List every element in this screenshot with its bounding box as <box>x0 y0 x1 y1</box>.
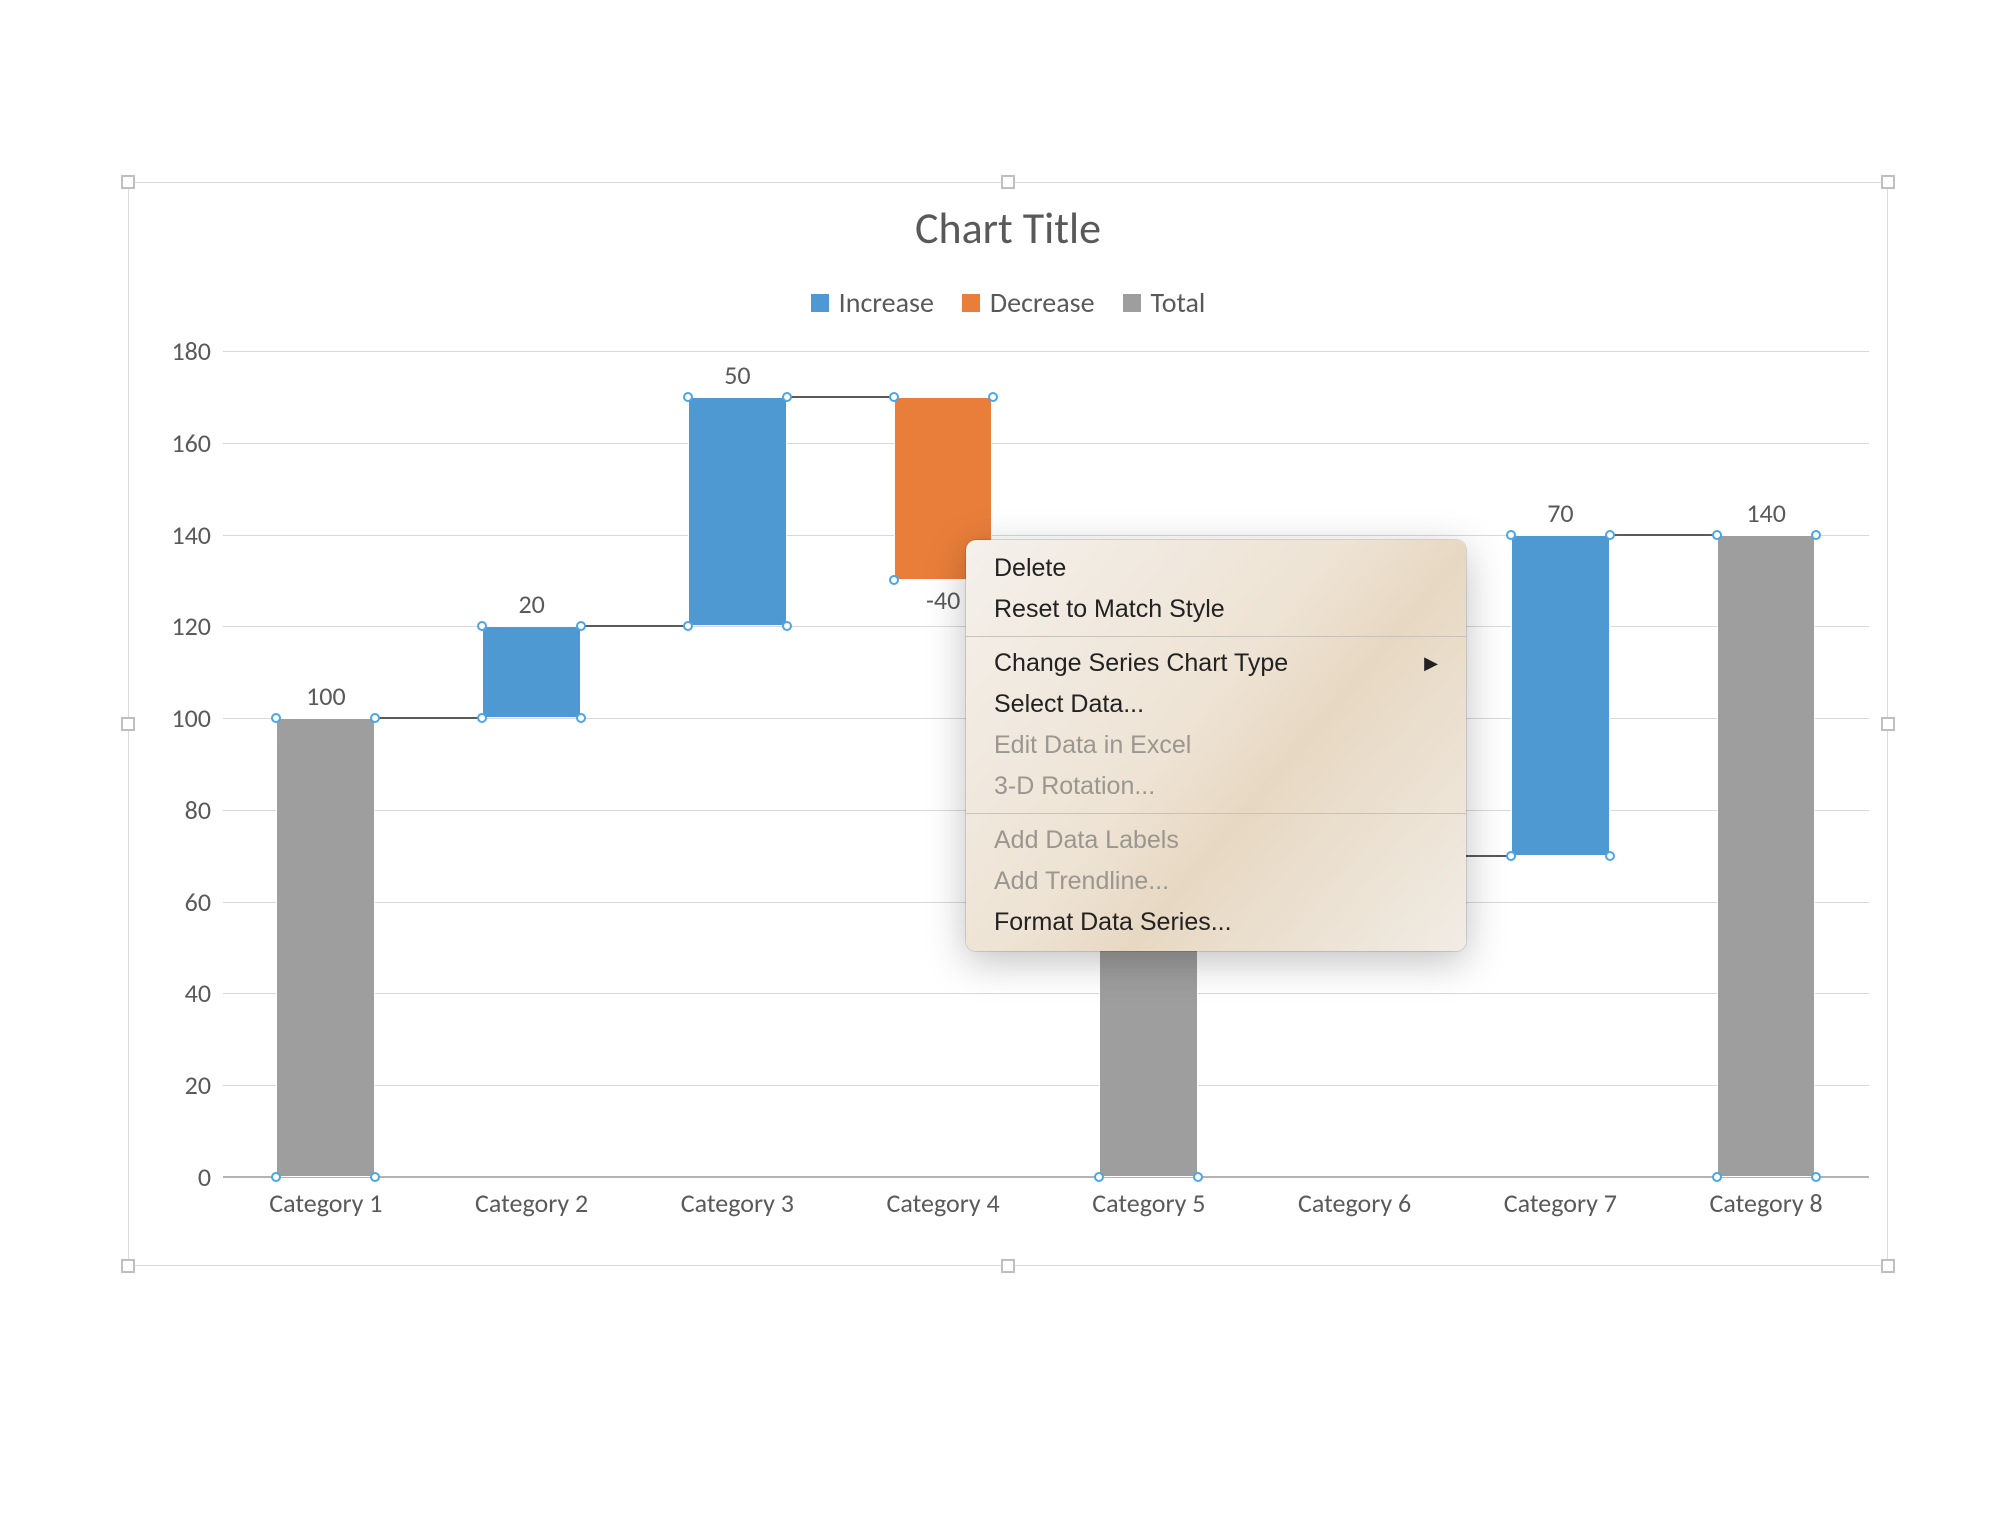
menu-separator <box>966 636 1466 637</box>
selection-marker <box>683 621 693 631</box>
legend-item[interactable]: Total <box>1123 285 1206 320</box>
category-label: Category 4 <box>887 1177 1000 1219</box>
selection-marker <box>683 392 693 402</box>
connector-line <box>375 717 482 719</box>
waterfall-bar[interactable] <box>1717 535 1816 1177</box>
menu-item-label: Format Data Series... <box>994 908 1232 937</box>
data-label[interactable]: 100 <box>306 680 346 712</box>
category-label: Category 5 <box>1092 1177 1205 1219</box>
y-axis-label: 60 <box>185 886 223 918</box>
selection-marker <box>782 621 792 631</box>
y-axis-label: 40 <box>185 977 223 1009</box>
menu-item[interactable]: Change Series Chart Type ▶ <box>966 643 1466 684</box>
data-label[interactable]: -40 <box>926 584 960 616</box>
y-axis-label: 100 <box>171 702 223 734</box>
selection-marker <box>1506 851 1516 861</box>
context-menu[interactable]: Delete Reset to Match Style Change Series … <box>966 540 1466 951</box>
selection-marker <box>477 621 487 631</box>
data-label[interactable]: 140 <box>1746 497 1786 529</box>
chart-title[interactable]: Chart Title <box>129 201 1887 255</box>
menu-item-label: Edit Data in Excel <box>994 731 1191 760</box>
chart-legend[interactable]: Increase Decrease Total <box>129 285 1887 320</box>
menu-item-label: Delete <box>994 554 1066 583</box>
resize-handle[interactable] <box>1881 175 1895 189</box>
selection-marker <box>1605 530 1615 540</box>
selection-marker <box>576 713 586 723</box>
menu-item-label: Change Series Chart Type <box>994 649 1288 678</box>
resize-handle[interactable] <box>1001 175 1015 189</box>
x-axis-line <box>223 1176 1869 1178</box>
resize-handle[interactable] <box>1881 1259 1895 1273</box>
legend-label: Decrease <box>990 285 1095 320</box>
canvas: Chart Title Increase Decrease Total 0 20 40 6… <box>0 0 2016 1516</box>
gridline <box>223 993 1869 994</box>
selection-marker <box>1506 530 1516 540</box>
selection-marker <box>576 621 586 631</box>
y-axis-label: 0 <box>198 1161 223 1193</box>
resize-handle[interactable] <box>121 1259 135 1273</box>
menu-item-label: Add Trendline... <box>994 867 1169 896</box>
y-axis-label: 140 <box>171 519 223 551</box>
connector-line <box>1610 534 1717 536</box>
y-axis-label: 160 <box>171 427 223 459</box>
legend-swatch <box>962 294 980 312</box>
menu-item-label: Add Data Labels <box>994 826 1179 855</box>
menu-item[interactable]: Format Data Series... <box>966 902 1466 943</box>
selection-marker <box>1712 530 1722 540</box>
selection-marker <box>1811 530 1821 540</box>
gridline <box>223 1085 1869 1086</box>
menu-item[interactable]: Reset to Match Style <box>966 589 1466 630</box>
category-label: Category 8 <box>1710 1177 1823 1219</box>
menu-item: Edit Data in Excel <box>966 725 1466 766</box>
resize-handle[interactable] <box>1001 1259 1015 1273</box>
menu-item: 3-D Rotation... <box>966 766 1466 807</box>
category-label: Category 3 <box>681 1177 794 1219</box>
selection-marker <box>988 392 998 402</box>
legend-item[interactable]: Increase <box>811 285 934 320</box>
waterfall-bar[interactable] <box>1511 535 1610 856</box>
menu-separator <box>966 813 1466 814</box>
resize-handle[interactable] <box>121 717 135 731</box>
submenu-arrow-icon: ▶ <box>1424 653 1438 674</box>
selection-marker <box>889 575 899 585</box>
menu-item-label: Reset to Match Style <box>994 595 1225 624</box>
waterfall-bar[interactable] <box>482 626 581 718</box>
y-axis-label: 80 <box>185 794 223 826</box>
menu-item: Add Trendline... <box>966 861 1466 902</box>
legend-item[interactable]: Decrease <box>962 285 1095 320</box>
selection-marker <box>782 392 792 402</box>
gridline <box>223 443 1869 444</box>
y-axis-label: 20 <box>185 1069 223 1101</box>
category-label: Category 7 <box>1504 1177 1617 1219</box>
waterfall-bar[interactable] <box>276 718 375 1177</box>
resize-handle[interactable] <box>121 175 135 189</box>
selection-marker <box>1605 851 1615 861</box>
legend-label: Increase <box>839 285 934 320</box>
selection-marker <box>477 713 487 723</box>
y-axis-label: 120 <box>171 610 223 642</box>
selection-marker <box>370 713 380 723</box>
menu-item[interactable]: Delete <box>966 548 1466 589</box>
category-label: Category 6 <box>1298 1177 1411 1219</box>
selection-marker <box>271 713 281 723</box>
legend-label: Total <box>1151 285 1206 320</box>
menu-item-label: 3-D Rotation... <box>994 772 1155 801</box>
resize-handle[interactable] <box>1881 717 1895 731</box>
waterfall-bar[interactable] <box>688 397 787 626</box>
selection-marker <box>889 392 899 402</box>
y-axis-label: 180 <box>171 335 223 367</box>
category-label: Category 2 <box>475 1177 588 1219</box>
data-label[interactable]: 70 <box>1547 497 1573 529</box>
menu-item[interactable]: Select Data... <box>966 684 1466 725</box>
menu-item-label: Select Data... <box>994 690 1144 719</box>
legend-swatch <box>811 294 829 312</box>
gridline <box>223 351 1869 352</box>
connector-line <box>581 625 688 627</box>
connector-line <box>787 396 894 398</box>
data-label[interactable]: 20 <box>518 588 544 620</box>
category-label: Category 1 <box>269 1177 382 1219</box>
data-label[interactable]: 50 <box>724 359 750 391</box>
menu-item: Add Data Labels <box>966 820 1466 861</box>
legend-swatch <box>1123 294 1141 312</box>
